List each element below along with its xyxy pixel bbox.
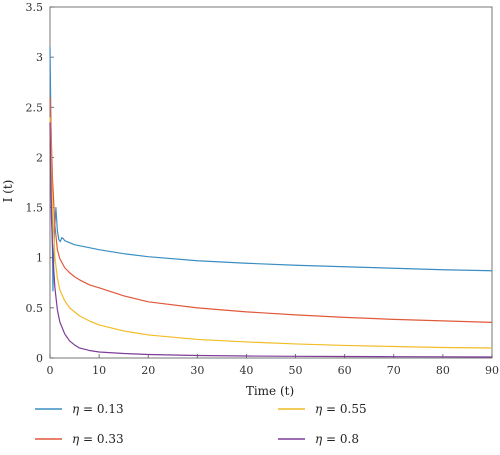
x-tick-label: 50 (289, 364, 303, 377)
series-line-2 (49, 97, 493, 323)
y-tick-label: 0 (36, 352, 43, 365)
y-tick-label: 1.5 (26, 202, 44, 215)
x-tick-label: 90 (485, 364, 499, 377)
y-tick-label: 3.5 (26, 1, 44, 14)
y-tick-label: 2 (36, 151, 43, 164)
y-tick-label: 1 (36, 252, 43, 265)
series-line-4 (49, 122, 493, 358)
x-tick-label: 10 (92, 364, 106, 377)
x-tick-label: 20 (141, 364, 155, 377)
x-tick-label: 30 (190, 364, 204, 377)
y-tick-label: 3 (36, 51, 43, 64)
x-tick-label: 70 (387, 364, 401, 377)
x-tick-label: 40 (239, 364, 253, 377)
x-axis-label: Time (t) (246, 384, 294, 398)
x-tick-label: 0 (47, 364, 54, 377)
legend-label: η = 0.8 (315, 432, 359, 446)
legend-label: η = 0.33 (72, 432, 124, 446)
legend-item: η = 0.33 (35, 432, 124, 446)
x-axis-ticks: 0 10 20 30 40 50 60 70 80 90 (47, 354, 499, 377)
legend-label: η = 0.55 (315, 402, 367, 416)
legend-label: η = 0.13 (72, 402, 124, 416)
legend-item: η = 0.55 (278, 402, 367, 416)
plot-area (49, 6, 493, 359)
legend: η = 0.13 η = 0.55 η = 0.33 η = 0.8 (35, 402, 367, 446)
legend-item: η = 0.8 (278, 432, 359, 446)
x-tick-label: 80 (436, 364, 450, 377)
series-line-1 (49, 47, 493, 292)
y-axis-label: I (t) (1, 180, 15, 203)
y-axis-ticks: 0 0.5 1 1.5 2 2.5 3 3.5 (26, 1, 54, 365)
legend-item: η = 0.13 (35, 402, 124, 416)
y-tick-label: 0.5 (26, 302, 44, 315)
y-tick-label: 2.5 (26, 101, 44, 114)
series-line-3 (49, 117, 493, 349)
plot-border (49, 6, 493, 359)
series-lines (49, 47, 493, 358)
x-tick-label: 60 (338, 364, 352, 377)
